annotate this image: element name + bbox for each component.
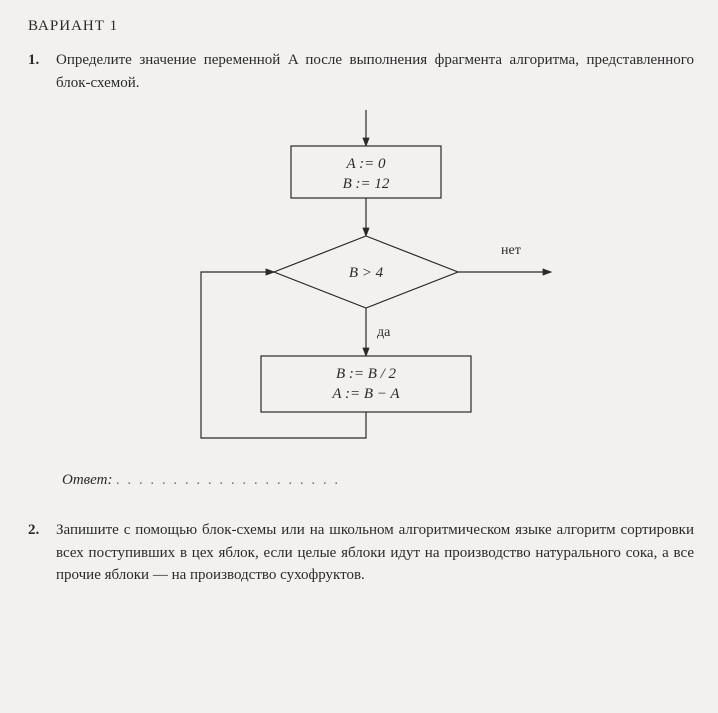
svg-text:A := 0: A := 0 — [345, 156, 386, 172]
task-1-text: Определите значение переменной A после в… — [56, 49, 694, 94]
variant-header: ВАРИАНТ 1 — [28, 18, 694, 35]
answer-dots: . . . . . . . . . . . . . . . . . . . . — [116, 472, 340, 488]
task-2: 2. Запишите с помощью блок-схемы или на … — [28, 519, 694, 587]
answer-label: Ответ: — [62, 472, 112, 488]
svg-text:A := B − A: A := B − A — [331, 386, 400, 402]
flowchart-container: нет да A := 0 B := 12 B > 4 B := B / 2 A := B … — [28, 104, 694, 454]
task-1-number: 1. — [28, 49, 46, 94]
answer-line: Ответ: . . . . . . . . . . . . . . . . .… — [62, 472, 694, 489]
task-2-text: Запишите с помощью блок-схемы или на шко… — [56, 519, 694, 587]
svg-text:да: да — [377, 325, 391, 340]
svg-text:B > 4: B > 4 — [349, 265, 384, 281]
svg-text:B := B / 2: B := B / 2 — [336, 366, 397, 382]
task-1: 1. Определите значение переменной A посл… — [28, 49, 694, 94]
svg-text:нет: нет — [501, 243, 521, 258]
task-2-number: 2. — [28, 519, 46, 587]
flowchart: нет да A := 0 B := 12 B > 4 B := B / 2 A := B … — [151, 104, 571, 454]
svg-text:B := 12: B := 12 — [343, 176, 390, 192]
